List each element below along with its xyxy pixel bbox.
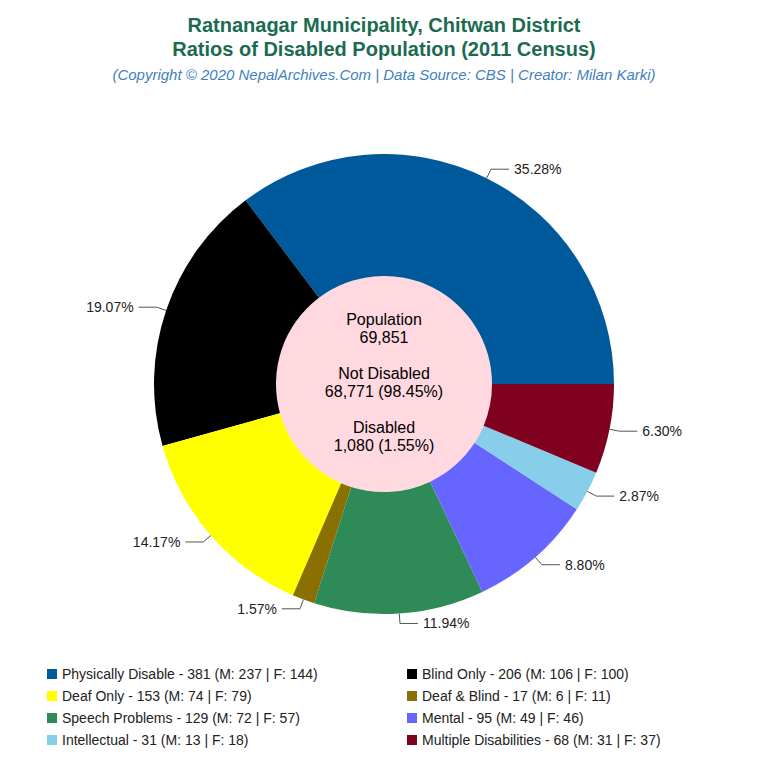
svg-text:19.07%: 19.07% <box>86 299 133 315</box>
svg-text:Deaf Only - 153 (M: 74 | F: 79: Deaf Only - 153 (M: 74 | F: 79) <box>62 688 252 704</box>
svg-text:Population: Population <box>346 311 422 328</box>
svg-text:1.57%: 1.57% <box>237 601 277 617</box>
svg-text:Intellectual - 31 (M: 13 | F:: Intellectual - 31 (M: 13 | F: 18) <box>62 732 249 748</box>
svg-text:Physically Disable - 381 (M: 2: Physically Disable - 381 (M: 237 | F: 14… <box>62 666 318 682</box>
svg-text:Ratnanagar Municipality, Chitw: Ratnanagar Municipality, Chitwan Distric… <box>187 14 580 36</box>
svg-text:68,771 (98.45%): 68,771 (98.45%) <box>325 383 443 400</box>
svg-text:69,851: 69,851 <box>360 329 409 346</box>
svg-text:2.87%: 2.87% <box>619 488 659 504</box>
svg-text:Multiple Disabilities - 68 (M:: Multiple Disabilities - 68 (M: 31 | F: 3… <box>422 732 661 748</box>
svg-text:Mental - 95 (M: 49 | F: 46): Mental - 95 (M: 49 | F: 46) <box>422 710 584 726</box>
svg-text:Speech Problems - 129 (M: 72 |: Speech Problems - 129 (M: 72 | F: 57) <box>62 710 300 726</box>
svg-text:6.30%: 6.30% <box>642 423 682 439</box>
svg-text:8.80%: 8.80% <box>565 557 605 573</box>
svg-text:Not Disabled: Not Disabled <box>338 365 430 382</box>
svg-text:1,080 (1.55%): 1,080 (1.55%) <box>334 437 435 454</box>
svg-text:11.94%: 11.94% <box>423 615 469 631</box>
svg-text:Disabled: Disabled <box>353 419 415 436</box>
svg-text:35.28%: 35.28% <box>514 161 561 177</box>
svg-text:Blind Only - 206 (M: 106 | F:: Blind Only - 206 (M: 106 | F: 100) <box>422 666 629 682</box>
svg-text:Ratios of Disabled Population: Ratios of Disabled Population (2011 Cens… <box>172 38 595 60</box>
svg-text:14.17%: 14.17% <box>133 534 180 550</box>
svg-text:Deaf & Blind - 17 (M: 6 | F: 1: Deaf & Blind - 17 (M: 6 | F: 11) <box>422 688 611 704</box>
svg-text:(Copyright © 2020 NepalArchive: (Copyright © 2020 NepalArchives.Com | Da… <box>112 66 655 83</box>
